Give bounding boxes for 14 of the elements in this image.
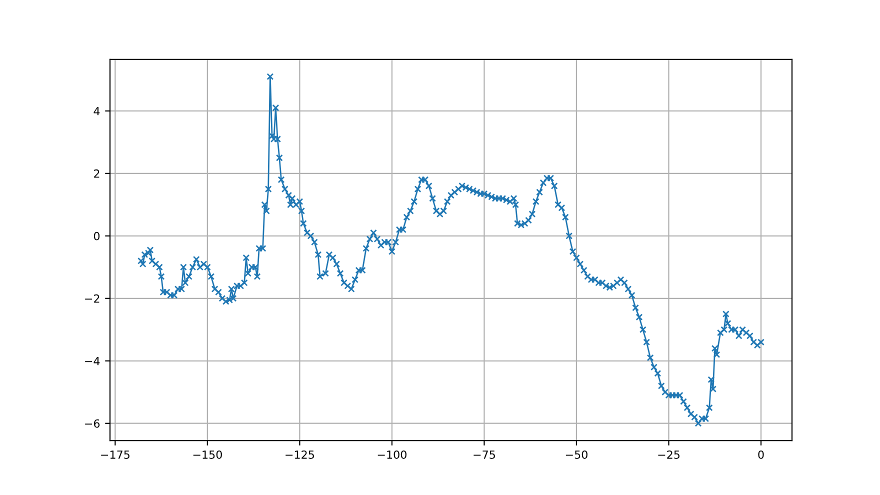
y-tick-label: 0 bbox=[94, 232, 100, 240]
x-tick-label: −100 bbox=[378, 450, 406, 459]
y-tick-label: −6 bbox=[85, 419, 100, 428]
y-tick-label: 2 bbox=[94, 169, 100, 178]
x-tick-label: −50 bbox=[566, 450, 588, 459]
y-tick-label: −2 bbox=[85, 294, 100, 303]
x-tick-label: −175 bbox=[101, 450, 130, 459]
x-tick-label: −25 bbox=[658, 450, 680, 459]
x-tick-label: −125 bbox=[286, 450, 314, 459]
y-tick-label: −4 bbox=[85, 357, 100, 366]
x-tick-label: −75 bbox=[474, 450, 495, 459]
x-tick-label: −150 bbox=[193, 450, 222, 459]
y-tick-label: 4 bbox=[94, 107, 100, 116]
x-tick-label: 0 bbox=[758, 450, 764, 459]
